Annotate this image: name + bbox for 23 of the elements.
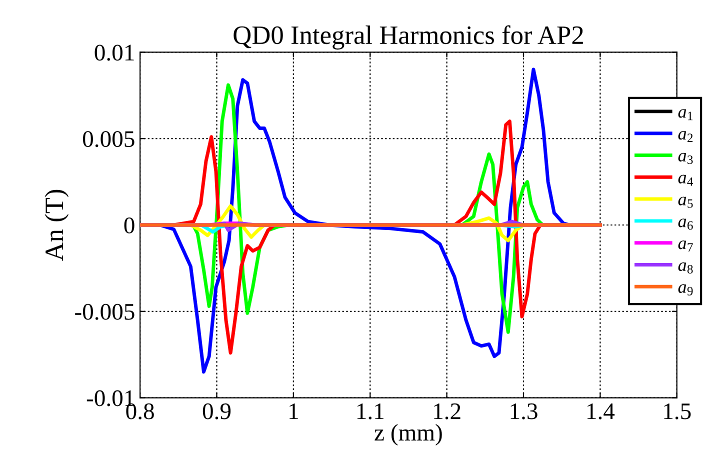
x-tick-label: 0.9 <box>202 403 231 420</box>
legend-label: a$_{4}$ <box>678 174 694 186</box>
legend-label: a$_{9}$ <box>678 284 693 296</box>
y-axis-title: An (T) <box>44 190 69 262</box>
x-tick-label: 1.2 <box>434 403 460 420</box>
x-tick-label: 1.3 <box>510 403 538 420</box>
chart-title: QD0 Integral Harmonics for AP2 <box>234 25 583 50</box>
y-tick-label: 0 <box>124 217 134 234</box>
x-tick-label: 1 <box>290 403 298 420</box>
x-axis-title: z (mm) <box>374 424 442 446</box>
legend-label: a$_{2}$ <box>678 131 693 142</box>
legend-label: a$_{8}$ <box>678 262 693 274</box>
legend-label: a$_{1}$ <box>678 109 693 120</box>
legend-label: a$_{6}$ <box>678 218 693 230</box>
y-tick-label: 0.005 <box>82 131 134 148</box>
y-tick-label: -0.005 <box>75 304 134 320</box>
legend-label: a$_{7}$ <box>678 240 693 252</box>
legend-label: a$_{5}$ <box>678 196 693 208</box>
x-tick-label: 1.5 <box>664 403 691 420</box>
y-tick-label: 0.01 <box>94 44 134 61</box>
x-tick-label: 1.4 <box>588 403 615 420</box>
x-tick-label: 1.1 <box>357 403 384 420</box>
legend-label: a$_{3}$ <box>678 152 693 164</box>
